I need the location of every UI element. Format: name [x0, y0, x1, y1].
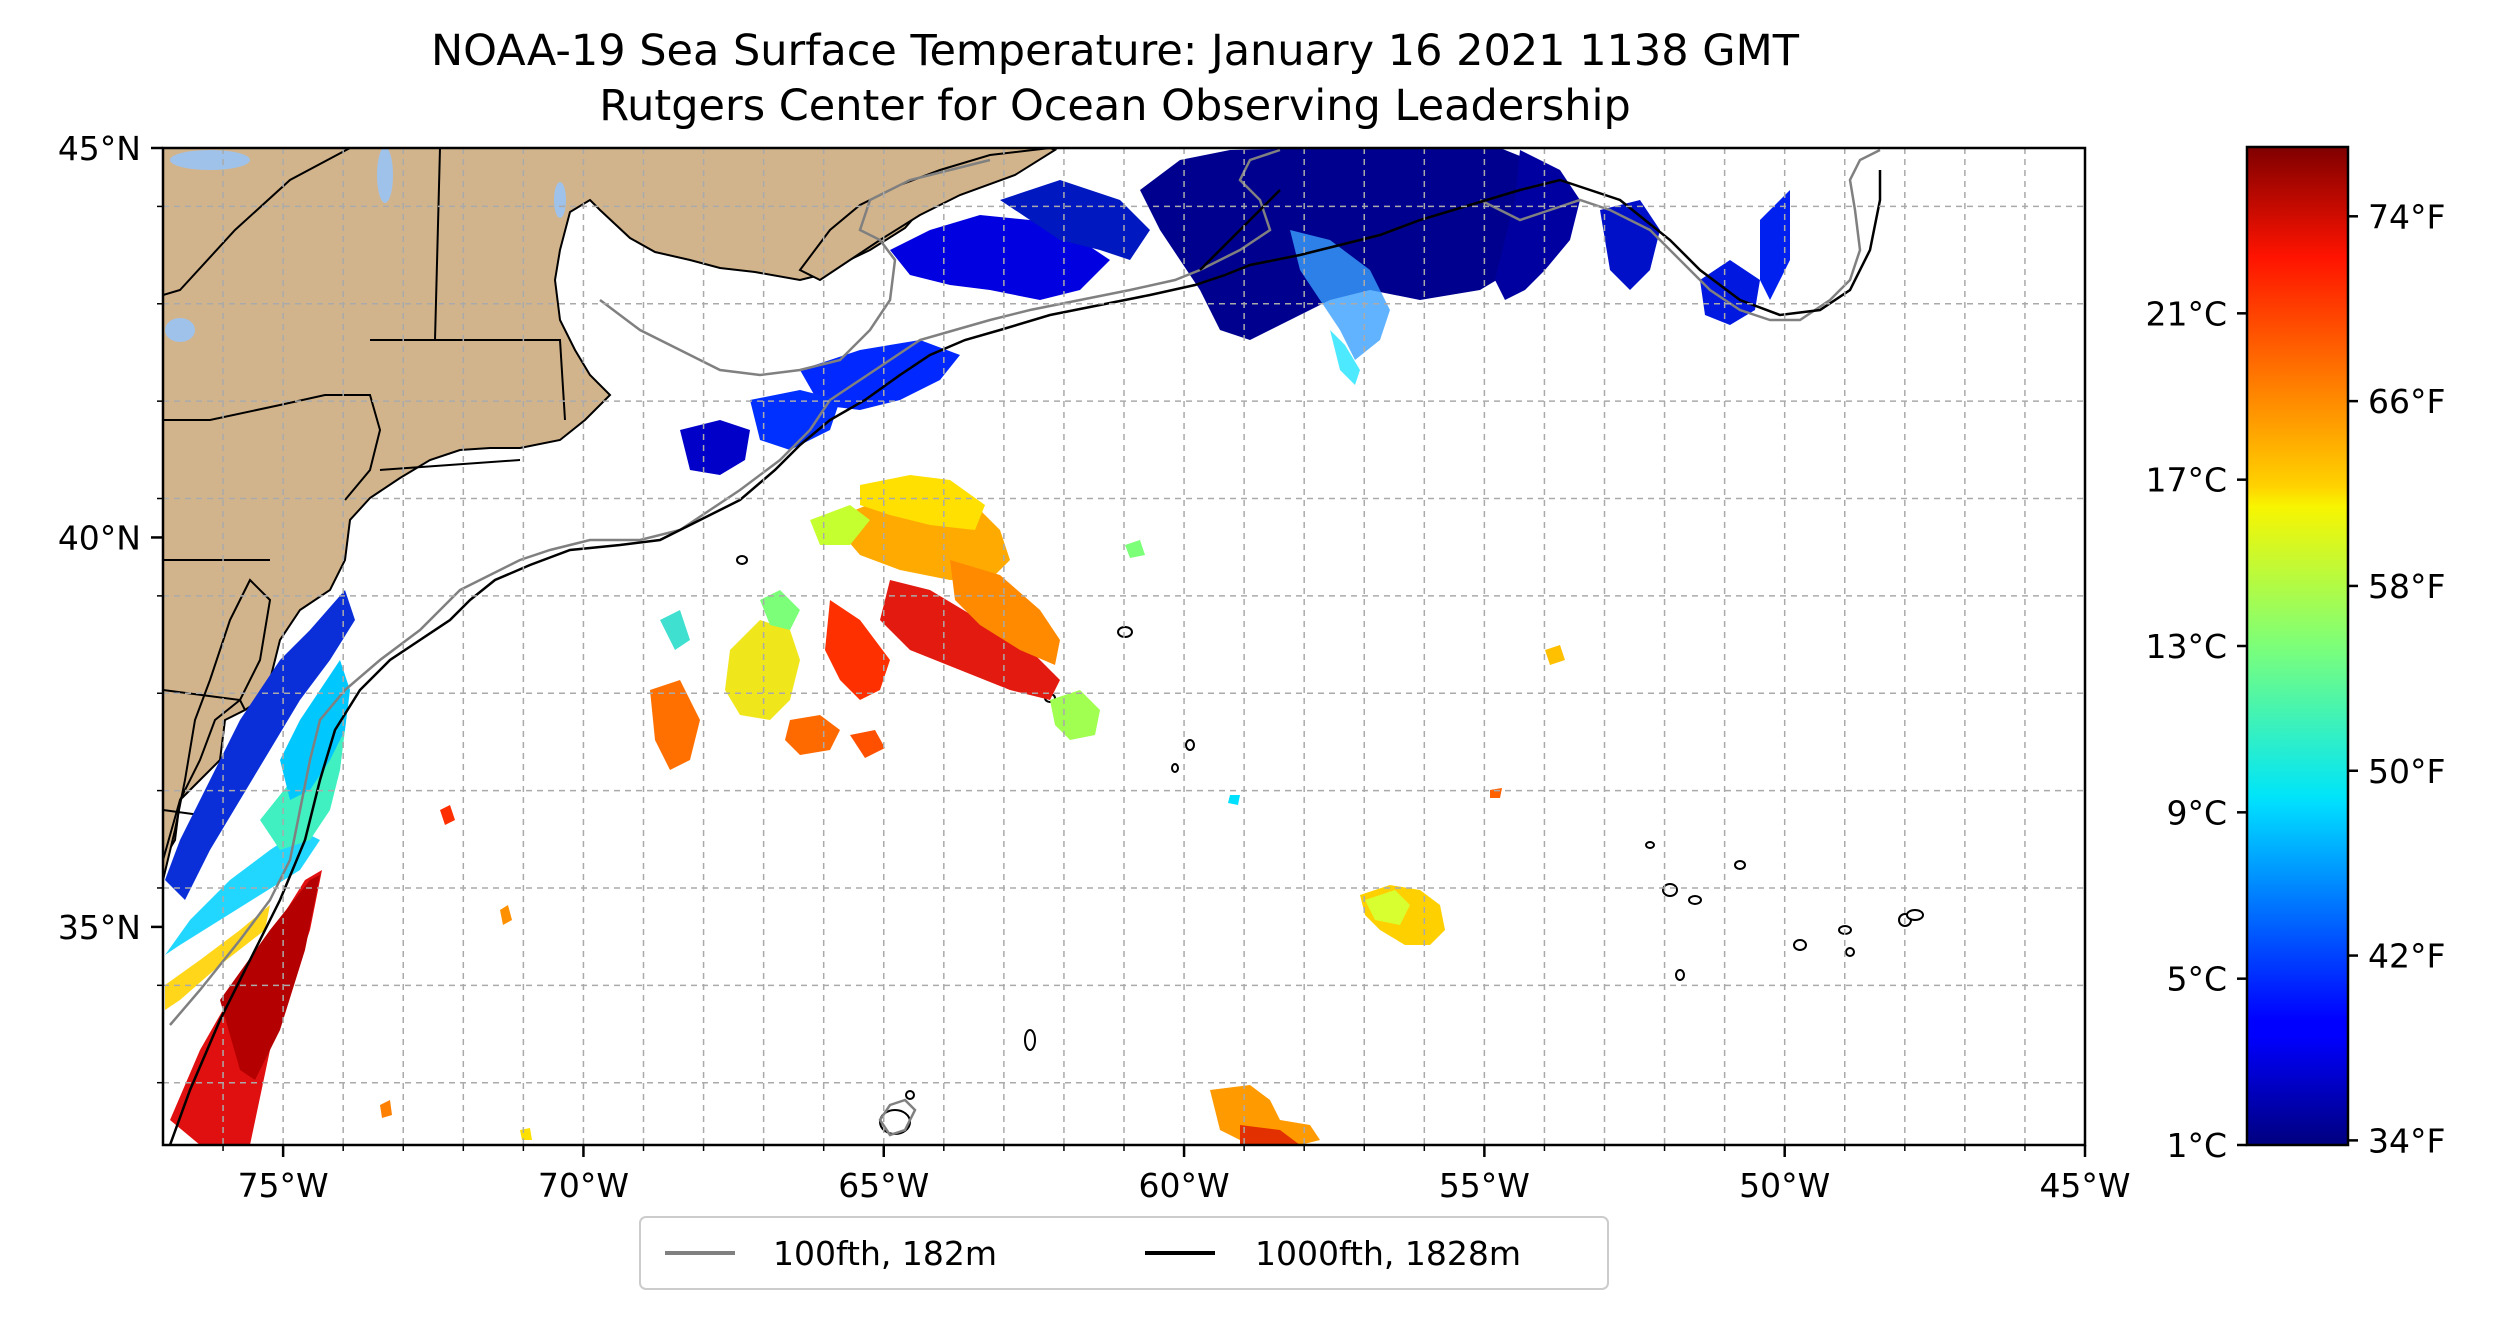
- sst-patch-north-dark-3: [1600, 200, 1660, 290]
- sst-patch-coastal-lightblue: [280, 660, 350, 800]
- sst-patch-eddy-yellow: [860, 475, 985, 530]
- legend-label-1000fth: 1000fth, 1828m: [1255, 1234, 1521, 1273]
- sst-patch-eddy-orange-3: [650, 680, 700, 770]
- sst-data: [165, 148, 1790, 1145]
- sst-patch-coastal-blue: [165, 590, 355, 900]
- colorbar-f-label: 50°F: [2368, 752, 2445, 791]
- colorbar-c-label: 5°C: [2166, 960, 2227, 999]
- isobath-100fth: [169, 148, 1881, 1137]
- sst-patch-tiny-6: [1125, 540, 1145, 558]
- sst-patch-coastal-red: [220, 875, 320, 1080]
- legend-box: [639, 1216, 1609, 1290]
- x-tick-label: 75°W: [238, 1166, 329, 1205]
- lake: [377, 148, 393, 203]
- sst-patch-coastal-yellow: [165, 905, 270, 1010]
- x-tick-label: 45°W: [2039, 1166, 2130, 1205]
- x-tick-label: 70°W: [538, 1166, 629, 1205]
- colorbar-c-label: 21°C: [2145, 294, 2227, 333]
- sst-patch-eddy-lime: [810, 505, 870, 545]
- sst-patch-shelf-blue-3: [680, 420, 750, 475]
- lake: [170, 150, 250, 170]
- sst-patch-small-orange: [785, 715, 840, 755]
- sst-patch-eddy-orange-2: [950, 560, 1060, 665]
- sst-patch-coastal-cyan: [165, 830, 320, 955]
- map-grid: [163, 148, 2085, 1145]
- sst-patch-eddy-cyan: [660, 610, 690, 650]
- y-tick-label: 40°N: [58, 518, 141, 557]
- y-tick-label: 35°N: [58, 908, 141, 947]
- sst-patch-midocean-yellow-2: [1365, 890, 1410, 925]
- x-tick-label: 60°W: [1139, 1166, 1230, 1205]
- sst-patch-north-cyan: [1330, 330, 1360, 385]
- lake: [165, 318, 195, 342]
- x-tick-label: 65°W: [838, 1166, 929, 1205]
- chart-title: NOAA-19 Sea Surface Temperature: January…: [431, 26, 1800, 76]
- colorbar-f-label: 58°F: [2368, 567, 2445, 606]
- sst-patch-shelf-blue-5: [1000, 180, 1150, 260]
- colorbar-c-label: 17°C: [2145, 461, 2227, 500]
- colorbar-f-label: 66°F: [2368, 382, 2445, 421]
- sst-patch-shelf-blue-4: [750, 390, 840, 450]
- sst-patch-north-dark-2: [1495, 150, 1580, 300]
- land-mid-atlantic: [163, 578, 272, 881]
- sst-patch-eddy-red-2: [825, 600, 890, 700]
- sst-patch-eddy-red: [880, 580, 1060, 700]
- colorbar-c-label: 9°C: [2166, 793, 2227, 832]
- chart-subtitle: Rutgers Center for Ocean Observing Leade…: [599, 81, 1631, 131]
- x-tick-label: 55°W: [1439, 1166, 1530, 1205]
- sst-patch-north-dark-5: [1760, 190, 1790, 300]
- sst-patch-south-red: [1240, 1125, 1300, 1145]
- sst-patch-tiny-3: [1545, 645, 1565, 665]
- y-tick-label: 45°N: [58, 129, 141, 168]
- colorbar: 1°C 5°C 9°C 13°C 17°C 21°C 34°F 42°F 50°F 58°F 66…: [2145, 145, 2445, 1165]
- sst-patch-tiny-1: [440, 805, 455, 825]
- colorbar-celsius-ticks: 1°C 5°C 9°C 13°C 17°C 21°C: [2145, 294, 2247, 1165]
- lake: [554, 182, 566, 218]
- sst-patch-tiny-5: [520, 1128, 532, 1140]
- sst-patch-tiny-4: [380, 1100, 392, 1118]
- sst-patch-tiny-8: [500, 905, 512, 925]
- colorbar-c-label: 13°C: [2145, 627, 2227, 666]
- colorbar-f-label: 74°F: [2368, 197, 2445, 236]
- colorbar-f-label: 42°F: [2368, 937, 2445, 976]
- sst-patch-south-orange: [1210, 1085, 1320, 1145]
- x-axis-ticks: 75°W 70°W 65°W 60°W 55°W 50°W 45°W: [222, 1145, 2131, 1205]
- y-axis-ticks: 45°N 40°N 35°N: [58, 129, 163, 1084]
- colorbar-f-label: 34°F: [2368, 1121, 2445, 1160]
- sst-patch-small-orange-2: [850, 730, 885, 758]
- colorbar-fahrenheit-ticks: 34°F 42°F 50°F 58°F 66°F 74°F: [2348, 197, 2445, 1160]
- isobath-1000fth: [168, 170, 1882, 1145]
- legend-label-100fth: 100fth, 182m: [773, 1234, 997, 1273]
- colorbar-c-label: 1°C: [2166, 1126, 2227, 1165]
- x-tick-label: 50°W: [1739, 1166, 1830, 1205]
- sst-patch-eddy-green-2: [1050, 690, 1100, 740]
- sst-patch-eddy-yellow-2: [725, 620, 800, 720]
- sst-patch-tiny-7: [1228, 795, 1240, 805]
- colorbar-gradient: [2245, 145, 2350, 1147]
- map-area: [163, 148, 2085, 1145]
- sst-patch-eddy-green: [760, 590, 800, 630]
- legend: 100fth, 182m 1000fth, 1828m: [639, 1216, 1609, 1290]
